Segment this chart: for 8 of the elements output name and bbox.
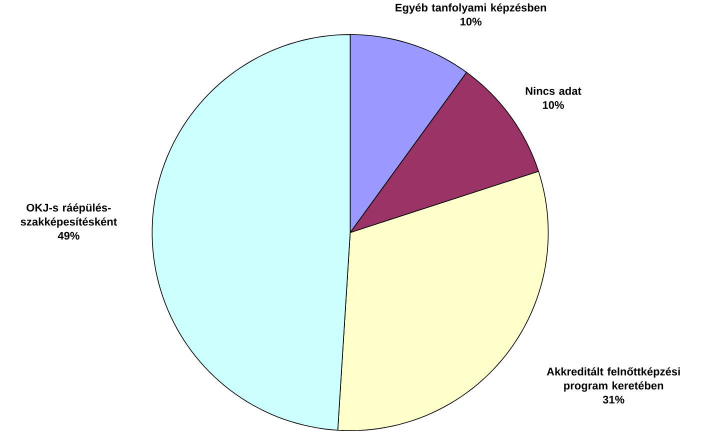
data-label: 49% [58, 232, 80, 240]
slice-label: Egyéb tanfolyami képzésben [396, 3, 546, 14]
data-label: 10% [542, 101, 564, 109]
data-label: 10% [460, 18, 482, 26]
slice-label: Nincs adat [526, 86, 582, 95]
slice-label: Akkreditált felnőttképzési program keretében [546, 367, 680, 392]
slice-label: OKJ-s ráépülés-szakképesítésként [20, 203, 117, 228]
data-label: 31% [602, 396, 624, 404]
